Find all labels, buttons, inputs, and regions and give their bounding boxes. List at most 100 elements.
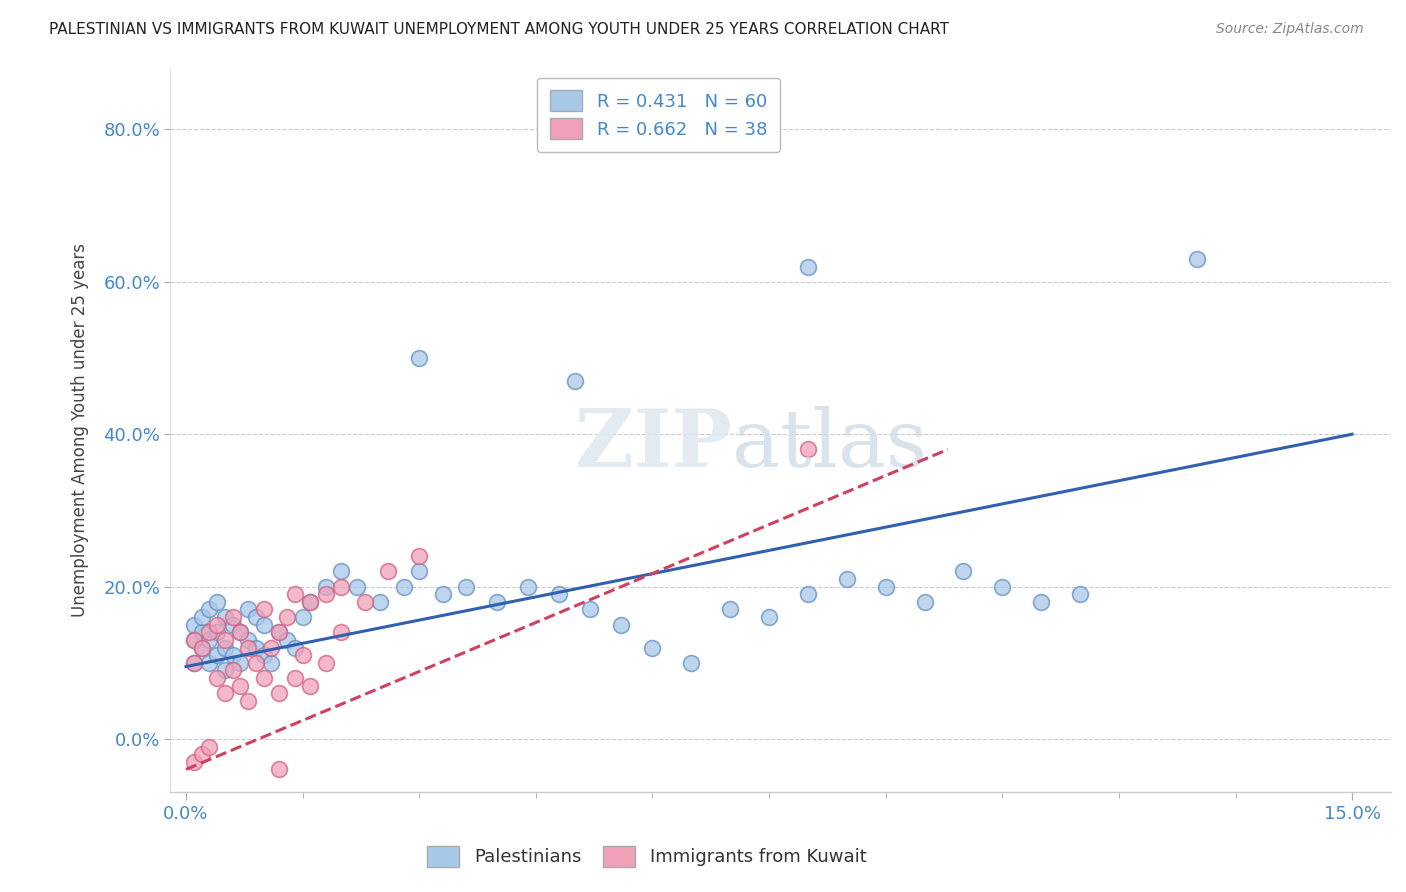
Point <box>183 632 205 647</box>
Point <box>190 610 212 624</box>
Point <box>299 679 322 693</box>
Legend: Palestinians, Immigrants from Kuwait: Palestinians, Immigrants from Kuwait <box>420 838 873 874</box>
Point <box>253 671 276 685</box>
Point <box>229 679 252 693</box>
Point <box>205 625 228 640</box>
Y-axis label: Unemployment Among Youth under 25 years: Unemployment Among Youth under 25 years <box>72 244 89 617</box>
Legend: R = 0.431   N = 60, R = 0.662   N = 38: R = 0.431 N = 60, R = 0.662 N = 38 <box>537 78 780 152</box>
Point <box>229 656 252 670</box>
Point <box>205 648 228 662</box>
Point <box>353 595 375 609</box>
Point <box>485 595 508 609</box>
Point <box>432 587 454 601</box>
Point <box>284 587 307 601</box>
Point <box>291 610 314 624</box>
Point <box>579 602 602 616</box>
Point <box>1185 252 1208 266</box>
Point <box>221 664 243 678</box>
Point <box>198 739 221 754</box>
Point <box>517 580 540 594</box>
Point <box>291 648 314 662</box>
Point <box>370 595 392 609</box>
Point <box>330 625 353 640</box>
Point <box>797 260 820 274</box>
Point <box>190 640 212 655</box>
Point <box>198 625 221 640</box>
Point <box>253 617 276 632</box>
Point <box>183 755 205 769</box>
Point <box>260 656 283 670</box>
Point <box>276 632 298 647</box>
Point <box>198 656 221 670</box>
Point <box>221 610 243 624</box>
Point <box>330 580 353 594</box>
Point <box>198 632 221 647</box>
Point <box>198 602 221 616</box>
Point <box>238 632 260 647</box>
Point <box>641 640 664 655</box>
Point <box>221 648 243 662</box>
Point <box>214 610 236 624</box>
Point <box>238 640 260 655</box>
Point <box>238 602 260 616</box>
Point <box>269 625 291 640</box>
Point <box>190 747 212 762</box>
Point <box>914 595 936 609</box>
Point <box>408 549 430 563</box>
Point <box>377 565 399 579</box>
Point <box>681 656 703 670</box>
Point <box>315 587 337 601</box>
Point <box>214 632 236 647</box>
Point <box>245 610 267 624</box>
Point <box>229 625 252 640</box>
Point <box>190 640 212 655</box>
Point <box>205 617 228 632</box>
Point <box>564 374 586 388</box>
Point <box>205 595 228 609</box>
Point <box>284 640 307 655</box>
Point <box>245 640 267 655</box>
Point <box>183 656 205 670</box>
Point <box>269 686 291 700</box>
Point <box>315 656 337 670</box>
Point <box>276 610 298 624</box>
Point <box>260 640 283 655</box>
Point <box>214 686 236 700</box>
Point <box>408 565 430 579</box>
Text: ZIP: ZIP <box>575 406 733 483</box>
Point <box>1031 595 1053 609</box>
Point <box>875 580 897 594</box>
Point <box>797 442 820 457</box>
Point <box>991 580 1014 594</box>
Point <box>183 617 205 632</box>
Point <box>797 587 820 601</box>
Point <box>1069 587 1091 601</box>
Point <box>718 602 741 616</box>
Point <box>214 664 236 678</box>
Text: PALESTINIAN VS IMMIGRANTS FROM KUWAIT UNEMPLOYMENT AMONG YOUTH UNDER 25 YEARS CO: PALESTINIAN VS IMMIGRANTS FROM KUWAIT UN… <box>49 22 949 37</box>
Point <box>238 694 260 708</box>
Text: atlas: atlas <box>733 406 927 483</box>
Point <box>205 671 228 685</box>
Point <box>315 580 337 594</box>
Point <box>299 595 322 609</box>
Point <box>758 610 780 624</box>
Point <box>214 640 236 655</box>
Point <box>190 625 212 640</box>
Point <box>253 648 276 662</box>
Point <box>269 625 291 640</box>
Point <box>952 565 974 579</box>
Point <box>610 617 633 632</box>
Point <box>229 625 252 640</box>
Point <box>253 602 276 616</box>
Point <box>183 656 205 670</box>
Point <box>548 587 571 601</box>
Point <box>245 656 267 670</box>
Point <box>330 565 353 579</box>
Point <box>346 580 368 594</box>
Point <box>221 617 243 632</box>
Point <box>299 595 322 609</box>
Point <box>408 351 430 365</box>
Point <box>183 632 205 647</box>
Text: Source: ZipAtlas.com: Source: ZipAtlas.com <box>1216 22 1364 37</box>
